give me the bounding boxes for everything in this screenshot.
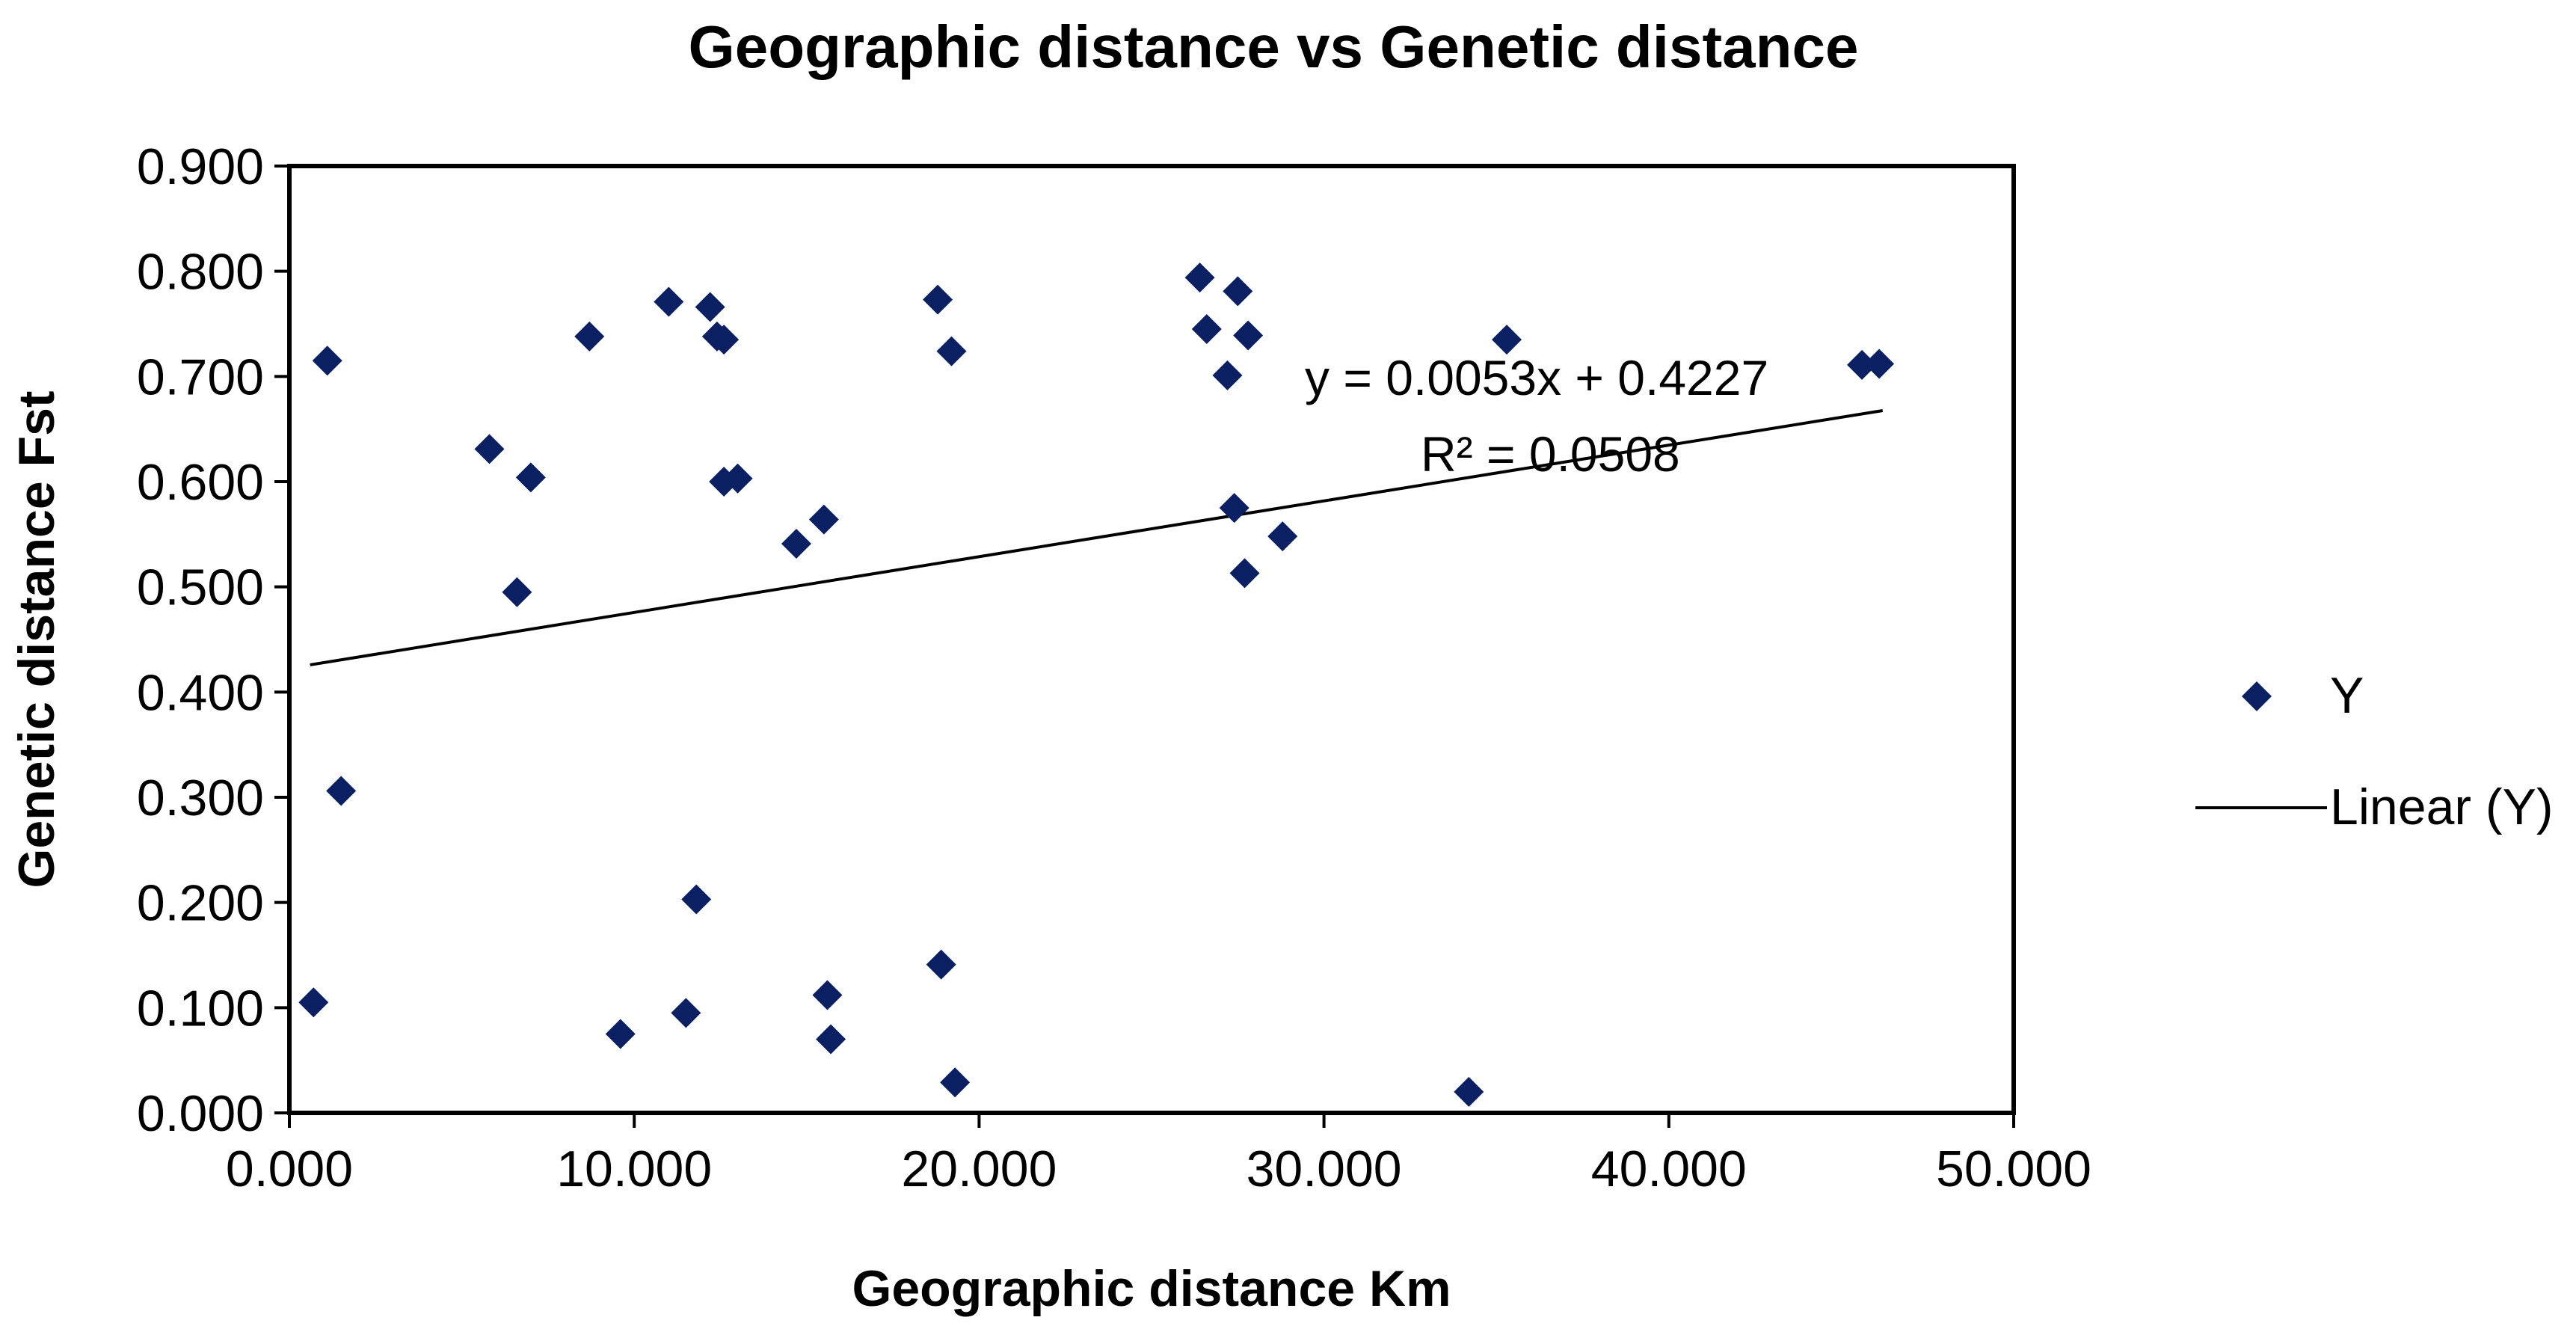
plot-area-border xyxy=(287,164,2016,1115)
data-point xyxy=(326,776,357,806)
y-tick-label: 0.000 xyxy=(137,1085,264,1142)
trendline-r-squared: R² = 0.0508 xyxy=(1421,426,1680,482)
data-point xyxy=(681,884,712,915)
x-tick-label: 20.000 xyxy=(901,1141,1057,1197)
x-axis: 0.000 10.000 20.000 30.000 40.000 50.000 xyxy=(226,1113,2091,1197)
data-point xyxy=(926,949,956,980)
x-tick-label: 30.000 xyxy=(1246,1141,1402,1197)
data-point xyxy=(1233,320,1264,351)
x-tick-label: 0.000 xyxy=(226,1141,353,1197)
data-point xyxy=(1223,276,1253,307)
y-tick-label: 0.600 xyxy=(137,454,264,511)
chart-title: Geographic distance vs Genetic distance xyxy=(689,13,1859,80)
data-point xyxy=(709,325,740,355)
data-point xyxy=(1864,349,1895,379)
x-tick-label: 50.000 xyxy=(1936,1141,2091,1197)
data-point xyxy=(312,346,342,376)
y-axis: 0.000 0.100 0.200 0.300 0.400 0.500 0.600 0.700… xyxy=(137,138,289,1142)
y-tick-label: 0.800 xyxy=(137,244,264,301)
legend: Y Linear (Y) xyxy=(2195,667,2554,835)
data-point xyxy=(923,284,953,315)
legend-label-trendline: Linear (Y) xyxy=(2330,779,2554,835)
data-point xyxy=(502,577,532,607)
data-point xyxy=(1267,521,1298,552)
x-tick-label: 40.000 xyxy=(1591,1141,1747,1197)
y-tick-label: 0.900 xyxy=(137,138,264,195)
trendline-equation: y = 0.0053x + 0.4227 xyxy=(1305,350,1768,405)
y-tick-label: 0.400 xyxy=(137,664,264,721)
y-tick-label: 0.100 xyxy=(137,980,264,1037)
y-tick-label: 0.500 xyxy=(137,559,264,616)
y-tick-label: 0.300 xyxy=(137,770,264,826)
data-point xyxy=(1212,360,1243,390)
trendline xyxy=(310,408,1884,666)
y-tick-label: 0.700 xyxy=(137,349,264,405)
data-point xyxy=(605,1019,636,1049)
trendline-layer xyxy=(310,408,1884,666)
data-point xyxy=(515,462,546,493)
x-axis-title: Geographic distance Km xyxy=(852,1260,1451,1317)
data-point xyxy=(936,336,967,366)
data-point xyxy=(1184,263,1215,293)
data-point xyxy=(1492,325,1522,355)
data-points xyxy=(298,263,1895,1107)
legend-marker-diamond xyxy=(2242,681,2272,711)
data-point xyxy=(671,998,701,1028)
data-point xyxy=(654,286,684,317)
data-point xyxy=(574,321,605,352)
data-point xyxy=(940,1067,971,1098)
x-tick-label: 10.000 xyxy=(556,1141,712,1197)
data-point xyxy=(1229,558,1260,589)
data-point xyxy=(812,980,843,1010)
data-point xyxy=(808,504,839,535)
data-point xyxy=(1219,493,1249,524)
data-point xyxy=(1847,349,1878,380)
y-axis-title: Genetic distance Fst xyxy=(8,390,65,888)
data-point xyxy=(1191,314,1222,345)
data-point xyxy=(695,292,725,322)
data-point xyxy=(816,1024,846,1055)
data-point xyxy=(474,434,505,464)
data-point xyxy=(781,528,811,559)
data-point xyxy=(722,463,753,494)
y-tick-label: 0.200 xyxy=(137,875,264,932)
data-point xyxy=(298,987,329,1018)
legend-label-series: Y xyxy=(2330,667,2364,724)
data-point xyxy=(1454,1076,1484,1107)
